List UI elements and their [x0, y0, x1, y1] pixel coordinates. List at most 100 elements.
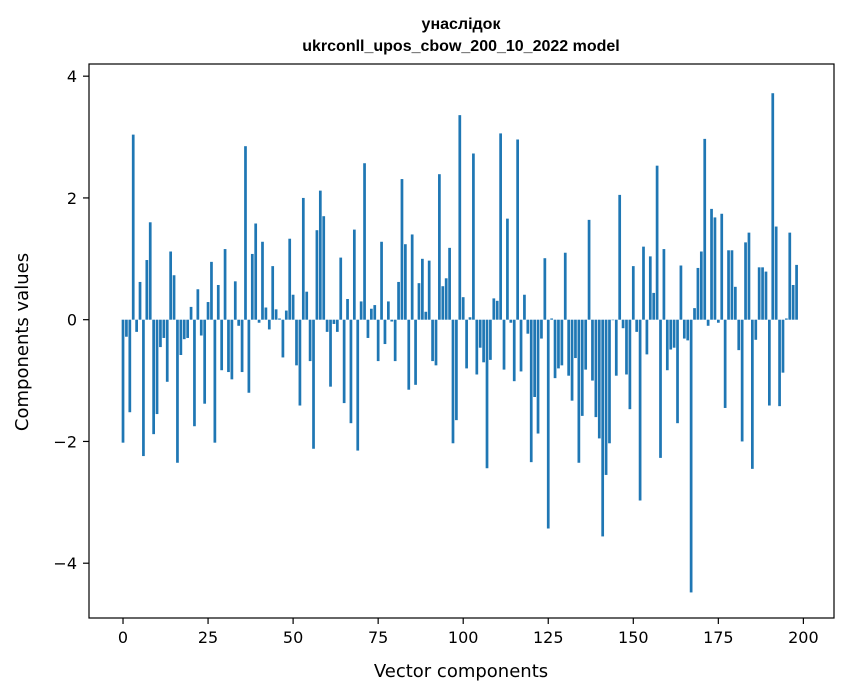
x-tick-label: 0	[118, 628, 128, 647]
bar-component-121	[533, 319, 536, 398]
bar-component-29	[220, 319, 224, 371]
bar-component-100	[461, 297, 465, 320]
bar-component-130	[563, 252, 567, 320]
bar-component-22	[196, 289, 200, 320]
bar-component-6	[142, 319, 145, 457]
bar-component-155	[648, 256, 652, 320]
bar-component-188	[761, 267, 764, 320]
bar-component-108	[489, 319, 492, 360]
bar-component-144	[611, 319, 615, 321]
bar-component-78	[387, 301, 390, 320]
bar-component-171	[703, 138, 707, 320]
x-tick-label: 200	[788, 628, 819, 647]
bar-component-93	[438, 174, 441, 320]
y-tick-label: 2	[67, 189, 77, 208]
bar-component-0	[121, 319, 125, 443]
bar-component-115	[512, 319, 516, 382]
x-tick-label: 150	[618, 628, 649, 647]
bar-component-180	[733, 286, 737, 320]
bar-component-60	[325, 319, 329, 332]
bar-component-151	[635, 319, 639, 332]
bar-component-141	[601, 319, 605, 537]
bar-component-147	[621, 319, 625, 329]
bar-component-143	[608, 319, 611, 444]
bar-component-106	[482, 319, 485, 363]
bar-component-88	[421, 258, 424, 320]
bar-component-51	[295, 319, 298, 366]
bar-component-72	[366, 319, 370, 338]
chart-title-line2: ukrconll_upos_cbow_200_10_2022 model	[302, 38, 619, 55]
bar-component-109	[492, 298, 496, 320]
bar-component-81	[397, 281, 400, 320]
bar-component-43	[267, 319, 271, 330]
bar-component-64	[339, 257, 343, 320]
bar-component-38	[250, 253, 254, 320]
bar-component-42	[264, 307, 268, 320]
bar-component-24	[203, 319, 207, 404]
bar-component-174	[713, 217, 717, 320]
y-tick-label: 4	[67, 67, 77, 86]
bar-component-63	[335, 319, 339, 332]
bar-component-172	[706, 319, 710, 326]
bar-component-69	[356, 319, 360, 451]
bar-component-138	[591, 319, 594, 381]
bar-component-7	[145, 260, 149, 320]
bar-component-192	[774, 226, 778, 320]
bar-component-107	[485, 319, 489, 469]
bar-component-30	[223, 249, 227, 320]
bar-component-165	[682, 319, 686, 339]
bar-component-77	[383, 319, 387, 345]
bar-component-45	[274, 309, 278, 320]
bar-component-114	[509, 319, 513, 323]
bar-component-198	[795, 264, 798, 320]
bar-component-113	[506, 218, 509, 320]
bar-component-35	[240, 319, 244, 373]
bar-component-97	[451, 319, 455, 444]
bar-component-139	[594, 319, 598, 418]
bar-component-164	[679, 265, 683, 320]
bar-component-82	[400, 179, 404, 320]
bar-component-184	[747, 232, 751, 320]
bar-component-16	[176, 319, 179, 463]
bar-component-94	[441, 286, 445, 320]
bar-component-190	[768, 319, 771, 406]
bar-component-129	[560, 319, 564, 366]
bar-component-148	[625, 319, 628, 375]
y-tick-label: 0	[67, 311, 77, 330]
bar-component-187	[757, 267, 761, 320]
bar-component-156	[652, 292, 656, 320]
bar-component-11	[159, 319, 162, 348]
bar-component-58	[318, 190, 322, 320]
bar-component-134	[577, 319, 581, 463]
bar-component-195	[785, 318, 788, 320]
bar-component-127	[553, 319, 557, 379]
bar-component-4	[135, 319, 138, 332]
bar-component-162	[672, 319, 676, 348]
bar-component-189	[764, 271, 768, 320]
bar-component-31	[227, 319, 230, 373]
bar-component-126	[550, 318, 554, 320]
bar-component-128	[557, 319, 560, 369]
bar-component-8	[148, 222, 152, 320]
bar-component-18	[182, 319, 186, 340]
bar-component-33	[233, 281, 237, 320]
bar-component-154	[645, 319, 649, 355]
bar-component-80	[393, 319, 397, 362]
bar-component-105	[478, 319, 482, 348]
bar-component-76	[380, 241, 383, 320]
y-axis-label: Components values	[12, 253, 33, 431]
bar-component-167	[689, 319, 693, 593]
bar-component-21	[193, 319, 196, 427]
bar-component-9	[152, 319, 155, 435]
bar-component-101	[465, 319, 468, 369]
bar-component-110	[495, 300, 499, 320]
bar-component-185	[750, 319, 754, 469]
bar-component-75	[376, 319, 380, 362]
bar-component-157	[655, 165, 659, 320]
bar-component-178	[727, 250, 730, 320]
bar-component-158	[659, 319, 662, 458]
bar-component-17	[179, 319, 183, 356]
bar-component-84	[407, 319, 411, 390]
bar-component-123	[540, 319, 543, 339]
